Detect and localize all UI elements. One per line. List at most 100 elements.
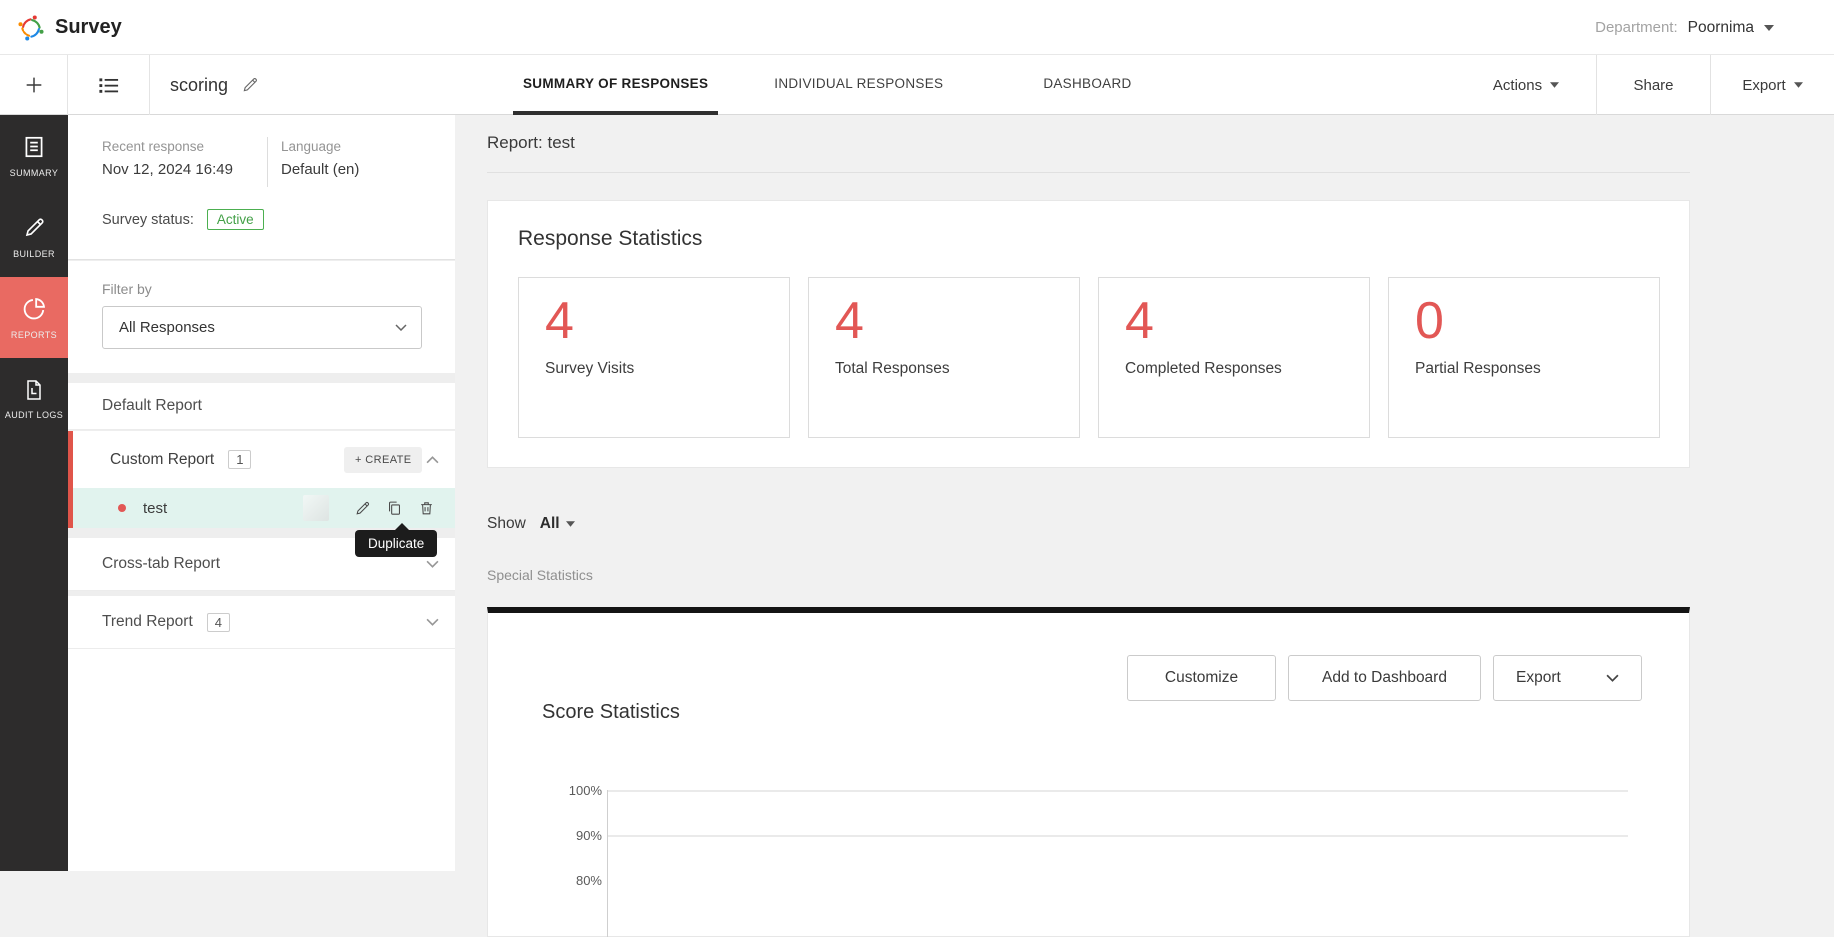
app-header: Survey Department: Poornima bbox=[0, 0, 1834, 55]
y-axis-line bbox=[607, 790, 608, 937]
stat-total-responses: 4 Total Responses bbox=[808, 277, 1080, 438]
export-label: Export bbox=[1742, 76, 1786, 94]
sidebar-item-label: REPORTS bbox=[10, 329, 58, 340]
stat-label: Partial Responses bbox=[1415, 359, 1541, 377]
toolbar-actions-group: Actions Share Export bbox=[1456, 55, 1834, 115]
score-statistics-widget: Customize Add to Dashboard Export Score … bbox=[487, 607, 1690, 937]
chevron-down-icon[interactable] bbox=[426, 618, 439, 626]
survey-toolbar: scoring SUMMARY OF RESPONSES INDIVIDUAL … bbox=[0, 55, 1834, 115]
custom-report-row[interactable]: Custom Report 1 + CREATE bbox=[68, 431, 455, 488]
custom-report-item-test[interactable]: test bbox=[68, 488, 455, 528]
actions-label: Actions bbox=[1492, 76, 1543, 94]
divider bbox=[487, 172, 1690, 173]
hover-highlight bbox=[303, 495, 329, 521]
widget-export-label: Export bbox=[1516, 669, 1561, 686]
stat-label: Total Responses bbox=[835, 359, 950, 377]
filter-selected-value: All Responses bbox=[119, 319, 215, 336]
survey-info-section: Recent response Nov 12, 2024 16:49 Langu… bbox=[68, 115, 455, 260]
reports-left-panel: Recent response Nov 12, 2024 16:49 Langu… bbox=[68, 115, 455, 871]
response-filter-select[interactable]: All Responses bbox=[102, 306, 422, 349]
sidebar-item-audit-logs[interactable]: AUDIT LOGS bbox=[0, 358, 68, 439]
filter-section: Filter by All Responses bbox=[68, 261, 455, 373]
sidebar-item-summary[interactable]: SUMMARY bbox=[0, 115, 68, 196]
panel-bottom-fill bbox=[68, 649, 455, 871]
department-dropdown[interactable]: Department: Poornima bbox=[1595, 0, 1774, 55]
survey-status-row: Survey status: Active bbox=[102, 209, 264, 230]
duplicate-report-icon[interactable] bbox=[386, 500, 403, 517]
response-statistics-title: Response Statistics bbox=[518, 227, 703, 250]
crosstab-report-row[interactable]: Cross-tab Report bbox=[68, 538, 455, 591]
stat-value: 4 bbox=[1125, 292, 1154, 350]
plus-icon bbox=[23, 74, 45, 96]
add-to-dashboard-button[interactable]: Add to Dashboard bbox=[1288, 655, 1481, 701]
survey-logo-icon bbox=[16, 13, 46, 43]
actions-dropdown[interactable]: Actions bbox=[1456, 55, 1596, 115]
show-label: Show bbox=[487, 515, 526, 532]
y-axis-tick-100: 100% bbox=[568, 783, 602, 798]
stat-completed-responses: 4 Completed Responses bbox=[1098, 277, 1370, 438]
stat-value: 0 bbox=[1415, 292, 1444, 350]
language-value: Default (en) bbox=[281, 161, 360, 178]
default-report-row[interactable]: Default Report bbox=[68, 383, 455, 430]
stat-label: Completed Responses bbox=[1125, 359, 1282, 377]
survey-title: scoring bbox=[170, 74, 229, 95]
edit-title-icon[interactable] bbox=[241, 76, 259, 94]
duplicate-tooltip: Duplicate bbox=[355, 523, 438, 557]
response-statistics-card: Response Statistics 4 Survey Visits 4 To… bbox=[487, 200, 1690, 468]
trend-report-row[interactable]: Trend Report 4 bbox=[68, 596, 455, 649]
export-dropdown[interactable]: Export bbox=[1710, 55, 1834, 115]
share-label: Share bbox=[1633, 76, 1674, 94]
list-icon bbox=[97, 74, 120, 97]
tab-individual-responses[interactable]: INDIVIDUAL RESPONSES bbox=[774, 75, 944, 91]
tab-dashboard[interactable]: DASHBOARD bbox=[1043, 75, 1132, 91]
sidebar-item-builder[interactable]: BUILDER bbox=[0, 196, 68, 277]
special-statistics-label: Special Statistics bbox=[487, 567, 593, 583]
tab-summary-of-responses[interactable]: SUMMARY OF RESPONSES bbox=[513, 55, 719, 115]
reports-pie-icon bbox=[21, 296, 47, 322]
info-divider bbox=[267, 137, 268, 187]
edit-report-icon[interactable] bbox=[354, 500, 371, 517]
create-report-button[interactable]: + CREATE bbox=[344, 446, 423, 473]
stats-row: 4 Survey Visits 4 Total Responses 4 Comp… bbox=[518, 277, 1660, 438]
gridline-100 bbox=[608, 790, 1628, 792]
score-statistics-title: Score Statistics bbox=[542, 701, 680, 723]
show-all-dropdown[interactable]: All bbox=[540, 515, 575, 533]
recent-response-block: Recent response Nov 12, 2024 16:49 bbox=[102, 139, 233, 178]
show-selected-value: All bbox=[539, 515, 560, 532]
builder-pencil-icon bbox=[21, 215, 47, 241]
survey-status-label: Survey status: bbox=[102, 211, 194, 228]
survey-list-button[interactable] bbox=[68, 55, 150, 115]
stat-value: 4 bbox=[835, 292, 864, 350]
chevron-down-icon bbox=[1606, 674, 1619, 682]
custom-report-label: Custom Report bbox=[110, 450, 215, 468]
delete-report-icon[interactable] bbox=[418, 500, 435, 517]
widget-export-dropdown[interactable]: Export bbox=[1493, 655, 1642, 701]
chevron-up-icon[interactable] bbox=[426, 455, 439, 464]
survey-title-group: scoring bbox=[170, 55, 259, 115]
gridline-90 bbox=[608, 835, 1628, 837]
sidebar-item-label: AUDIT LOGS bbox=[4, 409, 64, 420]
widget-buttons-row: Customize Add to Dashboard Export bbox=[1127, 655, 1642, 701]
report-title: Report: test bbox=[487, 133, 575, 152]
status-badge: Active bbox=[206, 209, 264, 230]
crosstab-report-label: Cross-tab Report bbox=[102, 555, 221, 572]
caret-down-icon bbox=[1764, 24, 1774, 31]
report-item-name: test bbox=[143, 499, 168, 517]
sidebar-item-reports[interactable]: REPORTS bbox=[0, 277, 68, 358]
y-axis-tick-90: 90% bbox=[575, 828, 602, 843]
main-nav-sidebar: SUMMARY BUILDER REPORTS AUDIT LOGS bbox=[0, 115, 68, 871]
filter-by-label: Filter by bbox=[102, 281, 152, 297]
customize-button[interactable]: Customize bbox=[1127, 655, 1276, 701]
new-survey-button[interactable] bbox=[0, 55, 68, 115]
report-item-actions bbox=[303, 495, 435, 521]
share-button[interactable]: Share bbox=[1596, 55, 1710, 115]
sidebar-item-label: BUILDER bbox=[13, 248, 55, 259]
show-filter-row: Show All bbox=[487, 515, 575, 533]
trend-report-count-badge: 4 bbox=[206, 612, 230, 632]
default-report-label: Default Report bbox=[102, 397, 202, 414]
report-status-dot bbox=[118, 504, 126, 512]
chevron-down-icon[interactable] bbox=[426, 560, 439, 568]
recent-response-label: Recent response bbox=[102, 139, 205, 154]
app-name: Survey bbox=[55, 16, 122, 38]
report-tabs: SUMMARY OF RESPONSES INDIVIDUAL RESPONSE… bbox=[513, 55, 1142, 115]
